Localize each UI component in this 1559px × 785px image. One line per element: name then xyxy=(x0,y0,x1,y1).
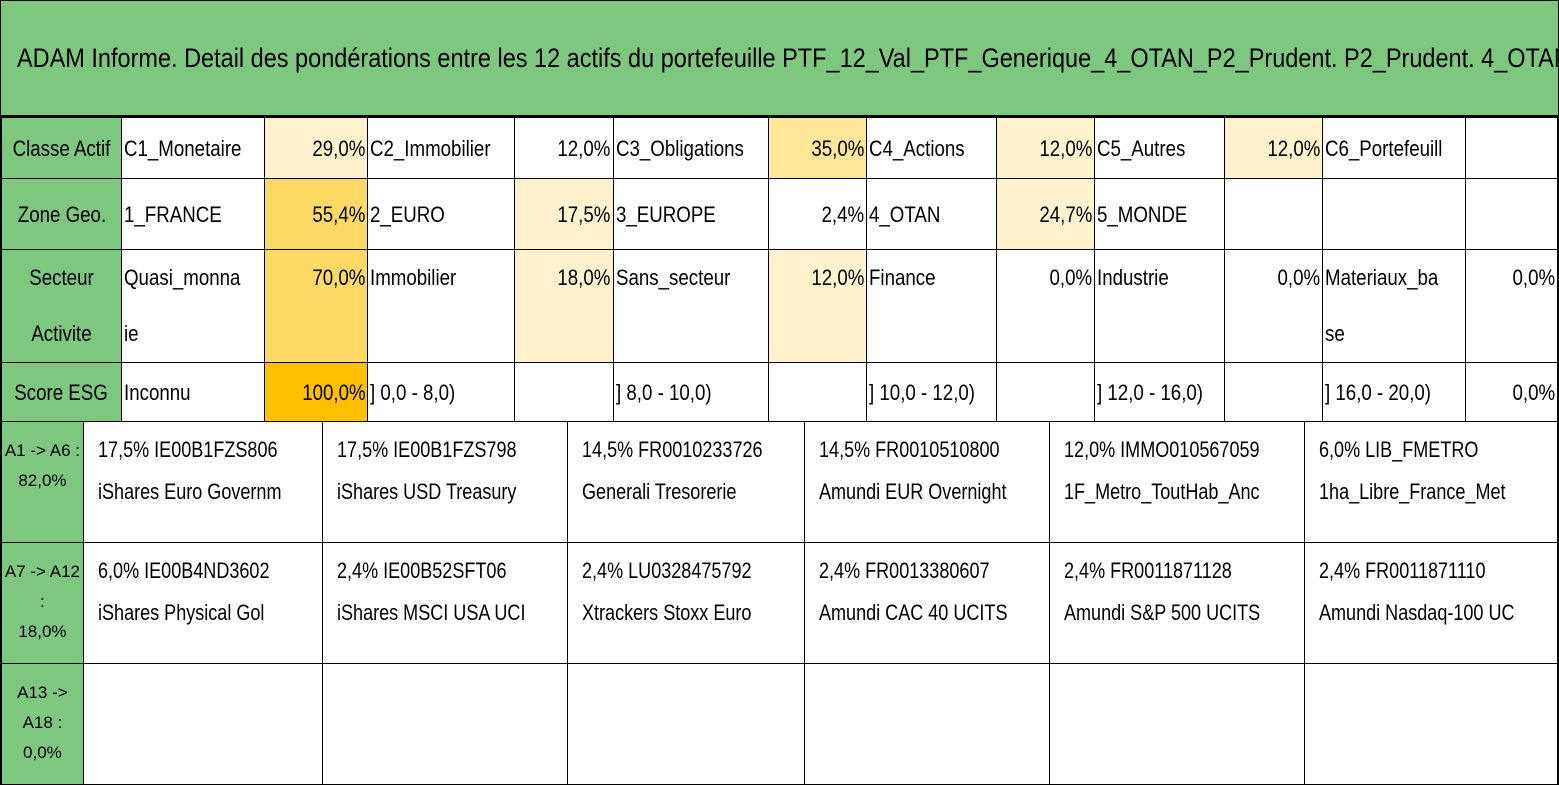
esg-cell-name[interactable]: ] 0,0 - 8,0) xyxy=(367,362,516,422)
asset-cell[interactable] xyxy=(804,663,1051,785)
zone-cell-name[interactable]: 4_OTAN xyxy=(866,178,998,250)
row-label: Secteur Activite xyxy=(1,249,122,363)
zone-cell-name[interactable]: 5_MONDE xyxy=(1094,178,1226,250)
secteur-cell-value[interactable]: 18,0% xyxy=(514,249,614,363)
classe-cell-value[interactable]: 35,0% xyxy=(767,117,868,179)
row-label: Classe Actif xyxy=(1,117,122,179)
asset-cell[interactable]: 2,4% FR0013380607 Amundi CAC 40 UCITS xyxy=(804,542,1051,664)
row-secteur-activite: Secteur Activite Quasi_monnaie 70,0% Imm… xyxy=(1,249,1558,363)
asset-cell[interactable] xyxy=(1049,663,1305,785)
zone-cell-name[interactable] xyxy=(1322,178,1467,250)
classe-cell-value[interactable]: 12,0% xyxy=(1224,117,1324,179)
zone-cell-name[interactable]: 1_FRANCE xyxy=(120,178,266,250)
secteur-cell-value[interactable]: 0,0% xyxy=(1224,249,1324,363)
asset-cell[interactable]: 6,0% IE00B4ND3602 iShares Physical Gol xyxy=(82,542,324,664)
zone-cell-value[interactable]: 24,7% xyxy=(996,178,1096,250)
row-zone-geo: Zone Geo. 1_FRANCE 55,4% 2_EURO 17,5% 3_… xyxy=(1,178,1558,250)
asset-cell[interactable] xyxy=(82,663,324,785)
zone-cell-value[interactable]: 2,4% xyxy=(767,178,868,250)
secteur-cell-name[interactable]: Materiaux_base xyxy=(1322,249,1467,363)
classe-cell-name[interactable]: C4_Actions xyxy=(866,117,998,179)
asset-cell[interactable]: 14,5% FR0010233726 Generali Tresorerie xyxy=(566,421,806,543)
report-title: ADAM Informe. Detail des pondérations en… xyxy=(17,43,1559,73)
esg-cell-value[interactable]: 100,0% xyxy=(264,362,369,422)
asset-row: A1 -> A6 :82,0% 17,5% IE00B1FZS806 iShare… xyxy=(1,421,1559,543)
classe-cell-name[interactable]: C5_Autres xyxy=(1094,117,1226,179)
secteur-cell-value[interactable]: 70,0% xyxy=(264,249,369,363)
esg-cell-value[interactable] xyxy=(514,362,614,422)
classe-cell-name[interactable]: C6_Portefeuill xyxy=(1322,117,1467,179)
asset-cell[interactable] xyxy=(1303,663,1559,785)
report-title-banner: ADAM Informe. Detail des pondérations en… xyxy=(1,1,1559,117)
classe-cell-value[interactable]: 12,0% xyxy=(514,117,614,179)
esg-cell-value[interactable] xyxy=(767,362,868,422)
weights-summary-table: Classe Actif C1_Monetaire 29,0% C2_Immob… xyxy=(1,117,1558,422)
row-classe-actif: Classe Actif C1_Monetaire 29,0% C2_Immob… xyxy=(1,117,1558,179)
asset-cell[interactable]: 12,0% IMMO010567059 1F_Metro_ToutHab_Anc xyxy=(1049,421,1305,543)
asset-row-label: A7 -> A12 :18,0% xyxy=(1,542,84,664)
classe-cell-name[interactable]: C2_Immobilier xyxy=(367,117,516,179)
zone-cell-value[interactable] xyxy=(1465,178,1558,250)
esg-cell-name[interactable]: ] 16,0 - 20,0) xyxy=(1322,362,1467,422)
asset-cell[interactable]: 17,5% IE00B1FZS798 iShares USD Treasury xyxy=(322,421,568,543)
secteur-cell-name[interactable]: Quasi_monnaie xyxy=(120,249,266,363)
esg-cell-value[interactable] xyxy=(1224,362,1324,422)
row-label: Zone Geo. xyxy=(1,178,122,250)
row-score-esg: Score ESG Inconnu 100,0% ] 0,0 - 8,0) ] … xyxy=(1,362,1558,422)
asset-cell[interactable]: 2,4% FR0011871128 Amundi S&P 500 UCITS xyxy=(1049,542,1305,664)
asset-cell[interactable] xyxy=(322,663,568,785)
asset-row-label: A1 -> A6 :82,0% xyxy=(1,421,84,543)
secteur-cell-value[interactable]: 0,0% xyxy=(996,249,1096,363)
secteur-cell-name[interactable]: Industrie xyxy=(1094,249,1226,363)
esg-cell-name[interactable]: ] 8,0 - 10,0) xyxy=(612,362,770,422)
zone-cell-value[interactable]: 17,5% xyxy=(514,178,614,250)
asset-row: A13 -> A18 :0,0% xyxy=(1,663,1559,785)
asset-cell[interactable] xyxy=(566,663,806,785)
esg-cell-name[interactable]: ] 12,0 - 16,0) xyxy=(1094,362,1226,422)
zone-cell-value[interactable] xyxy=(1224,178,1324,250)
classe-cell-value[interactable]: 29,0% xyxy=(264,117,369,179)
asset-row: A7 -> A12 :18,0% 6,0% IE00B4ND3602 iShare… xyxy=(1,542,1559,664)
row-label: Score ESG xyxy=(1,362,122,422)
secteur-cell-name[interactable]: Sans_secteur xyxy=(612,249,770,363)
asset-cell[interactable]: 14,5% FR0010510800 Amundi EUR Overnight xyxy=(804,421,1051,543)
esg-cell-name[interactable]: ] 10,0 - 12,0) xyxy=(866,362,998,422)
secteur-cell-value[interactable]: 0,0% xyxy=(1465,249,1558,363)
asset-cell[interactable]: 6,0% LIB_FMETRO 1ha_Libre_France_Met xyxy=(1303,421,1559,543)
classe-cell-value[interactable] xyxy=(1465,117,1558,179)
zone-cell-name[interactable]: 2_EURO xyxy=(367,178,516,250)
asset-cell[interactable]: 2,4% LU0328475792 Xtrackers Stoxx Euro xyxy=(566,542,806,664)
asset-cell[interactable]: 2,4% IE00B52SFT06 iShares MSCI USA UCI xyxy=(322,542,568,664)
esg-cell-name[interactable]: Inconnu xyxy=(120,362,266,422)
secteur-cell-name[interactable]: Finance xyxy=(866,249,998,363)
classe-cell-name[interactable]: C3_Obligations xyxy=(612,117,770,179)
esg-cell-value[interactable]: 0,0% xyxy=(1465,362,1558,422)
classe-cell-value[interactable]: 12,0% xyxy=(996,117,1096,179)
classe-cell-name[interactable]: C1_Monetaire xyxy=(120,117,266,179)
asset-cell[interactable]: 17,5% IE00B1FZS806 iShares Euro Governm xyxy=(82,421,324,543)
zone-cell-name[interactable]: 3_EUROPE xyxy=(612,178,770,250)
asset-row-label: A13 -> A18 :0,0% xyxy=(1,663,84,785)
assets-table: A1 -> A6 :82,0% 17,5% IE00B1FZS806 iShare… xyxy=(1,421,1559,785)
secteur-cell-name[interactable]: Immobilier xyxy=(367,249,516,363)
esg-cell-value[interactable] xyxy=(996,362,1096,422)
asset-cell[interactable]: 2,4% FR0011871110 Amundi Nasdaq-100 UC xyxy=(1303,542,1559,664)
zone-cell-value[interactable]: 55,4% xyxy=(264,178,369,250)
secteur-cell-value[interactable]: 12,0% xyxy=(767,249,868,363)
